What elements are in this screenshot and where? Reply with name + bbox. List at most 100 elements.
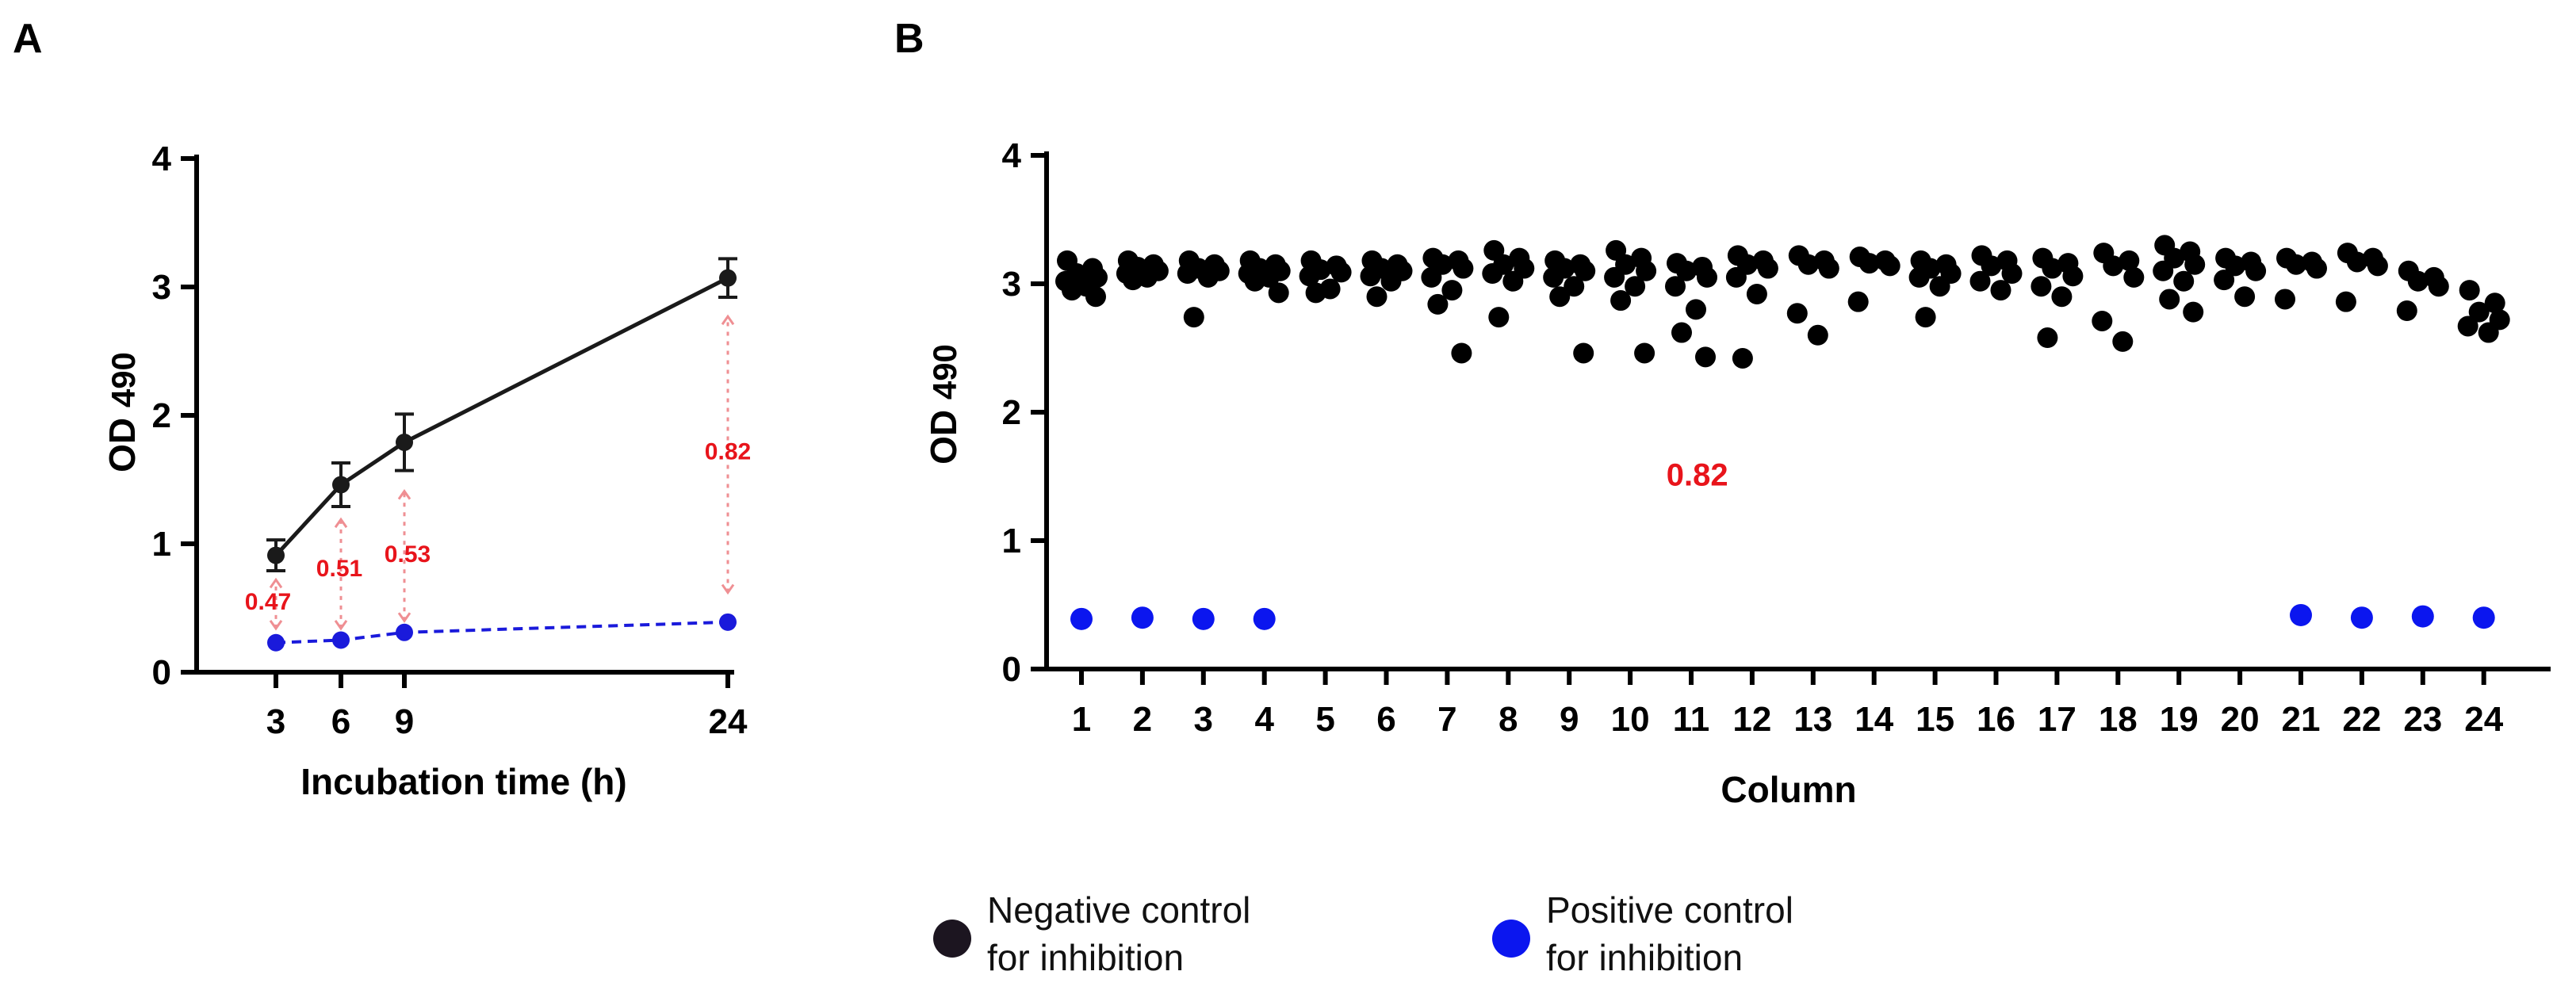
negative-point bbox=[1634, 342, 1655, 364]
x-tick-label: 3 bbox=[1194, 700, 1213, 739]
x-tick-label: 9 bbox=[1560, 700, 1579, 739]
negative-point bbox=[2123, 266, 2145, 288]
chart-a: 0 1 2 3 4 3 6 9 24 Incubation time (h) OD 490 0.47 0… bbox=[101, 140, 751, 802]
negative-point bbox=[2225, 255, 2246, 277]
negative-point bbox=[1915, 307, 1936, 328]
negative-point bbox=[1305, 282, 1326, 304]
negative-point bbox=[2468, 301, 2490, 323]
negative-point bbox=[1549, 286, 1571, 308]
positive-point bbox=[2290, 603, 2312, 626]
legend: Negative control for inhibition Positive c… bbox=[933, 889, 1793, 978]
difference-label: 0.51 bbox=[316, 556, 362, 582]
negative-point bbox=[2275, 289, 2295, 310]
negative-point bbox=[1330, 262, 1352, 283]
x-tick-label: 12 bbox=[1732, 700, 1771, 739]
negative-point bbox=[1360, 266, 1381, 287]
negative-point bbox=[2051, 286, 2073, 308]
x-tick-label: 14 bbox=[1854, 700, 1893, 739]
negative-point bbox=[1610, 290, 1632, 312]
negative-point bbox=[1543, 266, 1564, 288]
y-axis-title: OD 490 bbox=[923, 344, 964, 465]
y-axis-title-main: OD bbox=[923, 400, 964, 465]
negative-point bbox=[1686, 299, 1706, 320]
positive-point bbox=[1192, 607, 1215, 630]
negative-point bbox=[1177, 263, 1198, 285]
negative-series-line bbox=[274, 276, 729, 557]
y-tick-label: 3 bbox=[152, 268, 171, 307]
negative-point bbox=[2457, 315, 2478, 337]
negative-point bbox=[1575, 260, 1596, 281]
negative-point bbox=[332, 476, 350, 494]
negative-point bbox=[1969, 270, 1991, 292]
negative-point bbox=[1990, 280, 2011, 301]
y-tick-label: 0 bbox=[1002, 650, 1021, 689]
difference-arrow-head-bottom bbox=[269, 620, 283, 631]
negative-point bbox=[1797, 254, 1819, 275]
negative-point bbox=[2183, 301, 2204, 323]
legend-label-line1: Positive control bbox=[1546, 889, 1793, 931]
y-tick-label: 4 bbox=[152, 140, 172, 178]
difference-label: 0.47 bbox=[245, 589, 291, 615]
negative-point bbox=[2286, 254, 2306, 275]
negative-point bbox=[2001, 263, 2023, 285]
y-axis-title-main: OD bbox=[101, 407, 143, 472]
negative-point bbox=[2306, 258, 2327, 279]
legend-label-line2: for inhibition bbox=[1546, 937, 1743, 978]
negative-point bbox=[2214, 270, 2235, 291]
x-tick-label: 24 bbox=[709, 702, 748, 741]
negative-point bbox=[1847, 291, 1869, 312]
positive-series-line bbox=[275, 620, 729, 644]
negative-point bbox=[2407, 270, 2429, 292]
negative-point bbox=[1062, 280, 1082, 301]
difference-label: 0.82 bbox=[705, 438, 751, 465]
negative-point bbox=[2103, 255, 2124, 277]
negative-point bbox=[1502, 270, 1524, 292]
difference-arrow-head-bottom bbox=[397, 612, 411, 623]
negative-point bbox=[1732, 347, 1753, 369]
y-tick-label: 3 bbox=[1002, 265, 1021, 304]
legend-negative-marker bbox=[933, 920, 971, 958]
negative-point bbox=[2159, 289, 2180, 310]
difference-arrow-head-top bbox=[269, 577, 283, 589]
positive-point bbox=[1131, 606, 1154, 629]
negative-point bbox=[1676, 260, 1697, 281]
negative-point bbox=[2173, 270, 2195, 292]
negative-point bbox=[2396, 300, 2417, 322]
x-tick-label: 23 bbox=[2403, 700, 2442, 739]
negative-point bbox=[1366, 286, 1388, 308]
x-tick-label: 13 bbox=[1793, 700, 1832, 739]
negative-point bbox=[2478, 322, 2499, 343]
negative-point bbox=[1197, 266, 1219, 288]
panel-b-letter: B bbox=[894, 16, 924, 62]
legend-label-line2: for inhibition bbox=[987, 937, 1184, 978]
negative-point bbox=[1268, 282, 1289, 304]
negative-point bbox=[1625, 276, 1646, 297]
positive-point bbox=[1070, 607, 1093, 630]
x-tick-label: 6 bbox=[1376, 700, 1395, 739]
x-tick-label: 15 bbox=[1916, 700, 1954, 739]
difference-arrow-head-bottom bbox=[334, 620, 348, 631]
legend-positive-marker bbox=[1492, 920, 1530, 958]
negative-point bbox=[1929, 276, 1950, 297]
negative-point bbox=[2092, 310, 2113, 331]
difference-arrow-head-top bbox=[397, 488, 411, 500]
x-tick-label: 8 bbox=[1499, 700, 1518, 739]
positive-point bbox=[332, 631, 350, 649]
negative-point bbox=[1725, 266, 1747, 288]
x-tick-label: 2 bbox=[1133, 700, 1152, 739]
negative-point bbox=[1380, 270, 1402, 292]
negative-point bbox=[1122, 270, 1143, 291]
negative-point bbox=[1441, 280, 1463, 301]
negative-point bbox=[1908, 266, 1930, 288]
negative-point bbox=[1482, 263, 1503, 285]
x-tick-label: 5 bbox=[1315, 700, 1334, 739]
positive-point bbox=[719, 613, 737, 631]
negative-point bbox=[1818, 258, 1839, 279]
difference-arrow-head-top bbox=[721, 314, 735, 326]
x-tick-label: 22 bbox=[2342, 700, 2381, 739]
x-tick-label: 18 bbox=[2099, 700, 2138, 739]
y-axis-title: OD 490 bbox=[101, 352, 143, 472]
negative-point bbox=[1427, 293, 1449, 315]
difference-label: 0.53 bbox=[385, 541, 431, 568]
negative-point bbox=[1453, 258, 1474, 279]
